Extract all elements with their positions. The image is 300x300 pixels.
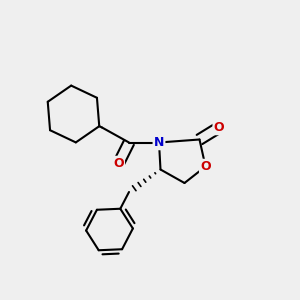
Text: O: O [113, 157, 124, 170]
Text: O: O [200, 160, 211, 173]
Text: N: N [154, 136, 164, 149]
Text: O: O [214, 121, 224, 134]
